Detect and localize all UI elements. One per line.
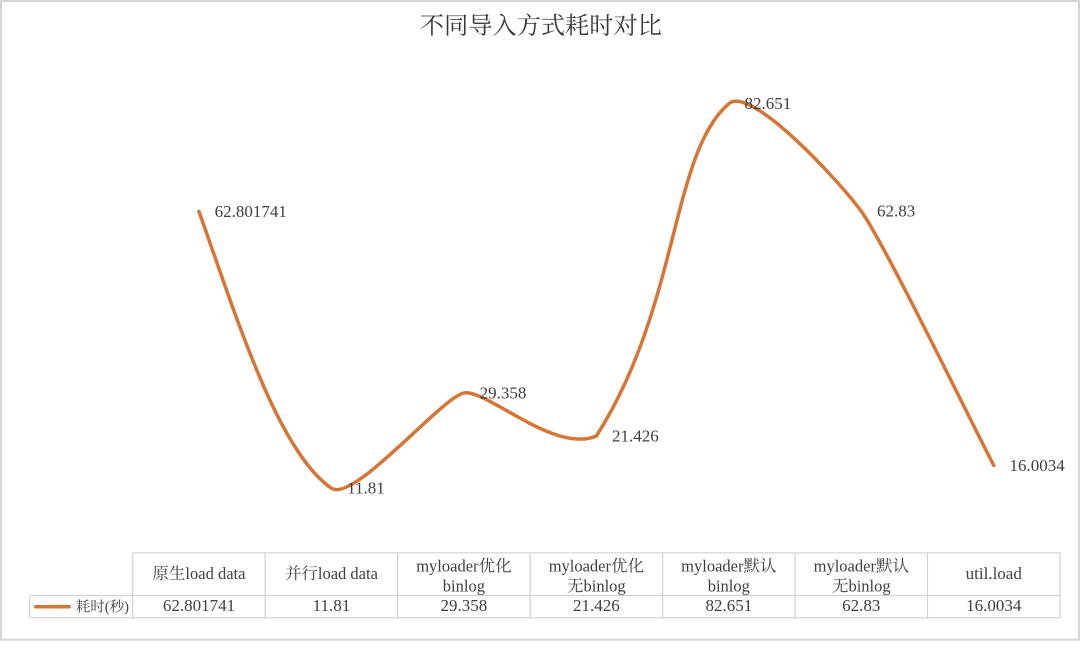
svg-text:myloader: myloader — [814, 557, 877, 576]
svg-text:62.801741: 62.801741 — [215, 202, 287, 221]
svg-text:16.0034: 16.0034 — [1009, 456, 1065, 475]
svg-text:myloader: myloader — [681, 557, 744, 576]
svg-text:62.801741: 62.801741 — [163, 596, 235, 615]
svg-text:21.426: 21.426 — [573, 596, 620, 615]
svg-text:82.651: 82.651 — [705, 596, 752, 615]
svg-text:21.426: 21.426 — [612, 426, 659, 445]
svg-text:binlog: binlog — [708, 577, 750, 596]
svg-text:(: ( — [105, 600, 110, 616]
svg-text:16.0034: 16.0034 — [966, 596, 1022, 615]
svg-text:load data: load data — [185, 564, 246, 583]
svg-text:11.81: 11.81 — [313, 596, 351, 615]
svg-text:62.83: 62.83 — [877, 202, 915, 221]
svg-text:29.358: 29.358 — [480, 383, 527, 402]
svg-text:load data: load data — [318, 564, 379, 583]
svg-text:binlog: binlog — [584, 577, 626, 596]
svg-text:binlog: binlog — [848, 577, 890, 596]
svg-text:): ) — [124, 600, 129, 616]
svg-text:myloader: myloader — [416, 557, 479, 576]
svg-text:myloader: myloader — [549, 557, 612, 576]
svg-text:binlog: binlog — [443, 577, 485, 596]
svg-text:11.81: 11.81 — [347, 479, 385, 498]
svg-text:util.load: util.load — [966, 564, 1023, 583]
svg-text:29.358: 29.358 — [441, 596, 488, 615]
svg-text:82.651: 82.651 — [745, 94, 792, 113]
svg-text:62.83: 62.83 — [842, 596, 880, 615]
